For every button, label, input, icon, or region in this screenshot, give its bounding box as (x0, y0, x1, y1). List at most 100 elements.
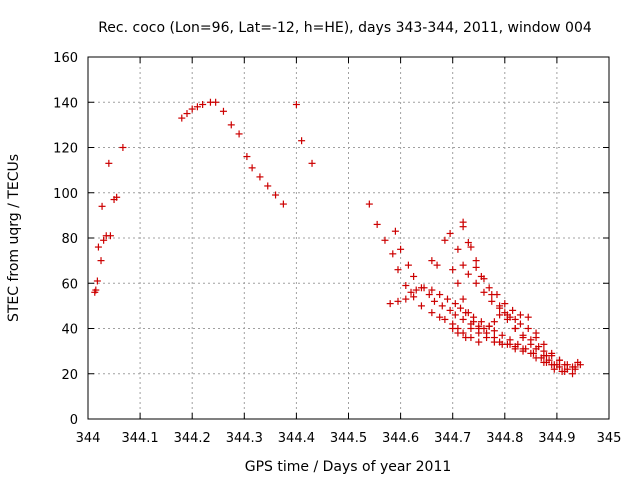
data-point (511, 325, 519, 332)
data-point (558, 367, 566, 375)
data-point (477, 318, 485, 326)
data-point (498, 331, 506, 339)
data-point (298, 137, 306, 145)
data-point (449, 325, 457, 332)
data-point (472, 263, 480, 271)
data-point (279, 200, 287, 208)
data-point (511, 343, 519, 351)
data-point (569, 370, 577, 378)
data-point (532, 334, 540, 342)
data-point (506, 340, 514, 348)
data-point (524, 313, 532, 321)
data-point (436, 313, 444, 321)
data-point (457, 304, 465, 312)
data-point (394, 266, 402, 274)
data-point (485, 284, 493, 292)
data-point (475, 329, 483, 337)
data-point (98, 202, 106, 210)
axis-ticks: 344 344.1 344.2 344.3 344.4 344.5 344.6 344.7 34… (53, 51, 621, 446)
data-point (529, 349, 537, 357)
data-point (464, 309, 472, 317)
data-point (420, 284, 428, 292)
data-point (516, 320, 524, 328)
data-point (488, 297, 496, 305)
y-axis-label: STEC from uqrg / TECUs (6, 154, 22, 322)
plot-frame (87, 56, 610, 420)
grid (88, 57, 609, 419)
data-point (561, 361, 569, 369)
data-point (188, 105, 196, 113)
data-point (498, 340, 506, 348)
data-point (574, 358, 582, 366)
data-point (472, 279, 480, 287)
data-point (441, 315, 449, 323)
data-point (488, 291, 496, 299)
data-point (472, 257, 480, 265)
data-point (545, 356, 553, 364)
data-point (433, 261, 441, 269)
data-point (470, 318, 478, 326)
x-axis-label: GPS time / Days of year 2011 (245, 459, 452, 475)
x-tick-label: 344.4 (278, 431, 315, 446)
data-point (451, 300, 459, 308)
data-point (436, 291, 444, 299)
x-tick-label: 344.3 (226, 431, 263, 446)
data-point (264, 182, 272, 190)
data-point (412, 286, 420, 294)
x-tick-label: 344.6 (382, 431, 419, 446)
x-tick-label: 344.9 (538, 431, 575, 446)
data-point (389, 250, 397, 258)
data-point (199, 101, 207, 109)
data-point (428, 286, 436, 294)
data-point (248, 164, 256, 172)
y-tick-label: 100 (53, 187, 78, 202)
data-point (94, 243, 102, 251)
data-point (256, 173, 264, 181)
data-point (449, 266, 457, 274)
data-point (511, 315, 519, 323)
data-point (92, 286, 100, 294)
data-point (235, 130, 243, 138)
data-point (391, 227, 399, 235)
data-point (430, 297, 438, 305)
data-points (91, 98, 584, 378)
data-point (569, 363, 577, 371)
data-point (219, 107, 227, 115)
data-point (464, 239, 472, 247)
data-point (410, 293, 418, 301)
data-point (100, 236, 108, 244)
data-point (550, 361, 558, 369)
data-point (462, 334, 470, 342)
x-tick-label: 344.2 (174, 431, 211, 446)
data-point (535, 343, 543, 351)
data-point (407, 288, 415, 296)
data-point (490, 318, 498, 326)
data-point (480, 325, 488, 332)
data-point (113, 193, 121, 201)
x-tick-label: 344 (76, 431, 101, 446)
data-point (454, 279, 462, 287)
data-point (97, 257, 105, 265)
y-tick-label: 0 (70, 413, 78, 428)
y-tick-label: 160 (53, 51, 78, 66)
y-tick-label: 20 (61, 368, 78, 383)
data-point (496, 311, 504, 319)
data-point (243, 153, 251, 161)
x-tick-label: 344.7 (434, 431, 471, 446)
chart-title: Rec. coco (Lon=96, Lat=-12, h=HE), days … (98, 20, 592, 36)
data-point (527, 336, 535, 344)
data-point (397, 245, 405, 253)
data-point (467, 325, 475, 332)
data-point (106, 232, 114, 240)
data-point (381, 236, 389, 244)
data-point (402, 295, 410, 303)
y-tick-label: 120 (53, 142, 78, 157)
y-tick-label: 80 (61, 232, 78, 247)
data-point (556, 356, 564, 364)
data-point (490, 338, 498, 346)
data-point (410, 272, 418, 280)
data-point (428, 309, 436, 317)
data-point (519, 345, 527, 353)
x-tick-label: 344.1 (121, 431, 158, 446)
